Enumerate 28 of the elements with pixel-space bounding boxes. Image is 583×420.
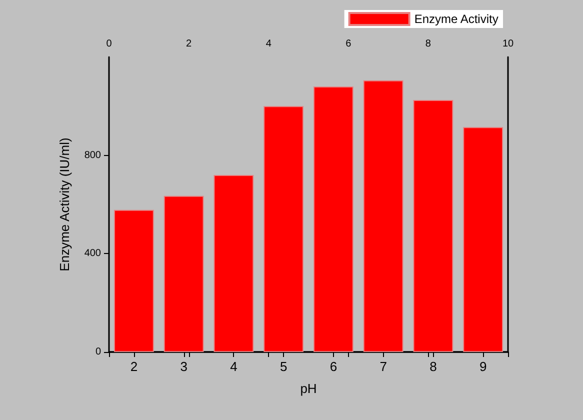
x-tick-label: 5 <box>280 359 288 374</box>
y-axis-title: Enzyme Activity (IU/ml) <box>57 138 72 272</box>
bar <box>114 210 154 352</box>
bar <box>264 106 304 352</box>
x2-tick-label: 2 <box>186 38 192 50</box>
bar <box>164 196 204 352</box>
legend-label: Enzyme Activity <box>414 12 498 26</box>
x2-tick-label: 6 <box>346 38 352 50</box>
y-tick-label: 400 <box>84 248 102 260</box>
bar <box>363 80 404 352</box>
x-tick-label: 2 <box>130 359 138 374</box>
bar <box>463 127 504 352</box>
x2-tick-label: 10 <box>502 38 514 50</box>
x2-tick-label: 4 <box>266 38 272 50</box>
x2-tick-label: 0 <box>106 38 112 50</box>
bar <box>214 175 254 352</box>
bar <box>313 86 354 352</box>
bar <box>413 100 454 352</box>
y-tick-label: 0 <box>95 346 102 358</box>
x-tick-label: 8 <box>430 359 437 374</box>
y-tick-label: 800 <box>84 150 102 161</box>
x-tick-label: 7 <box>380 359 387 374</box>
x-tick-label: 3 <box>180 359 188 374</box>
x-tick-label: 4 <box>230 359 238 374</box>
x-tick-label: 6 <box>330 359 338 374</box>
x-tick-label: 9 <box>479 359 487 374</box>
x2-tick-label: 8 <box>425 38 432 50</box>
x-axis-title: pH <box>300 381 317 396</box>
